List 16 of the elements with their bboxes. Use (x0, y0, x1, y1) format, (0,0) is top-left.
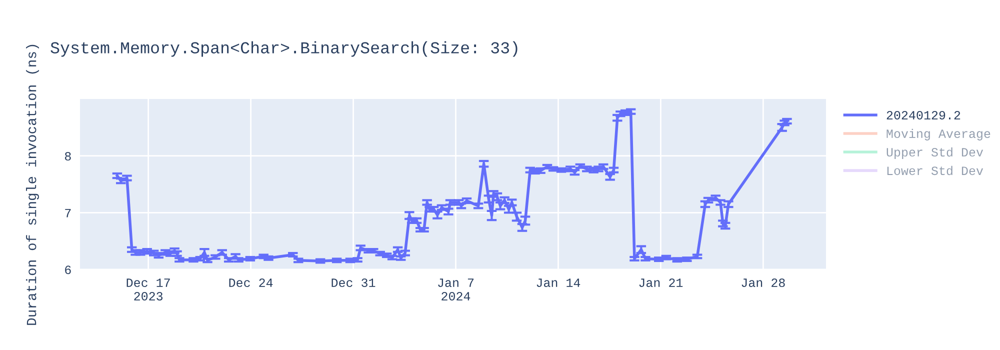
y-axis-title: Duration of single invocation (ns) (26, 44, 39, 325)
y-tick-label: 7 (65, 208, 71, 218)
x-tick-label: Jan 21 (639, 278, 683, 288)
x-tick-label: Dec 24 (229, 278, 273, 288)
x-tick-label: Dec 31 (332, 278, 376, 288)
x-tick-label: Jan 28 (742, 278, 785, 288)
y-tick-label: 6 (65, 266, 71, 274)
legend-label: Moving Average (886, 128, 990, 140)
legend-label: Upper Std Dev (886, 147, 984, 160)
chart-title: System.Memory.Span<Char>.BinarySearch(Size: 33) (50, 41, 518, 57)
y-tick-label: 8 (64, 152, 71, 161)
legend-label: 20240129.2 (886, 110, 960, 120)
legend-label: Lower Std Dev (887, 166, 984, 176)
x-tick-label: Dec 17 2023 (126, 278, 170, 300)
x-tick-label: Jan 7 2024 (438, 278, 474, 300)
x-tick-label: Jan 14 (536, 278, 580, 288)
